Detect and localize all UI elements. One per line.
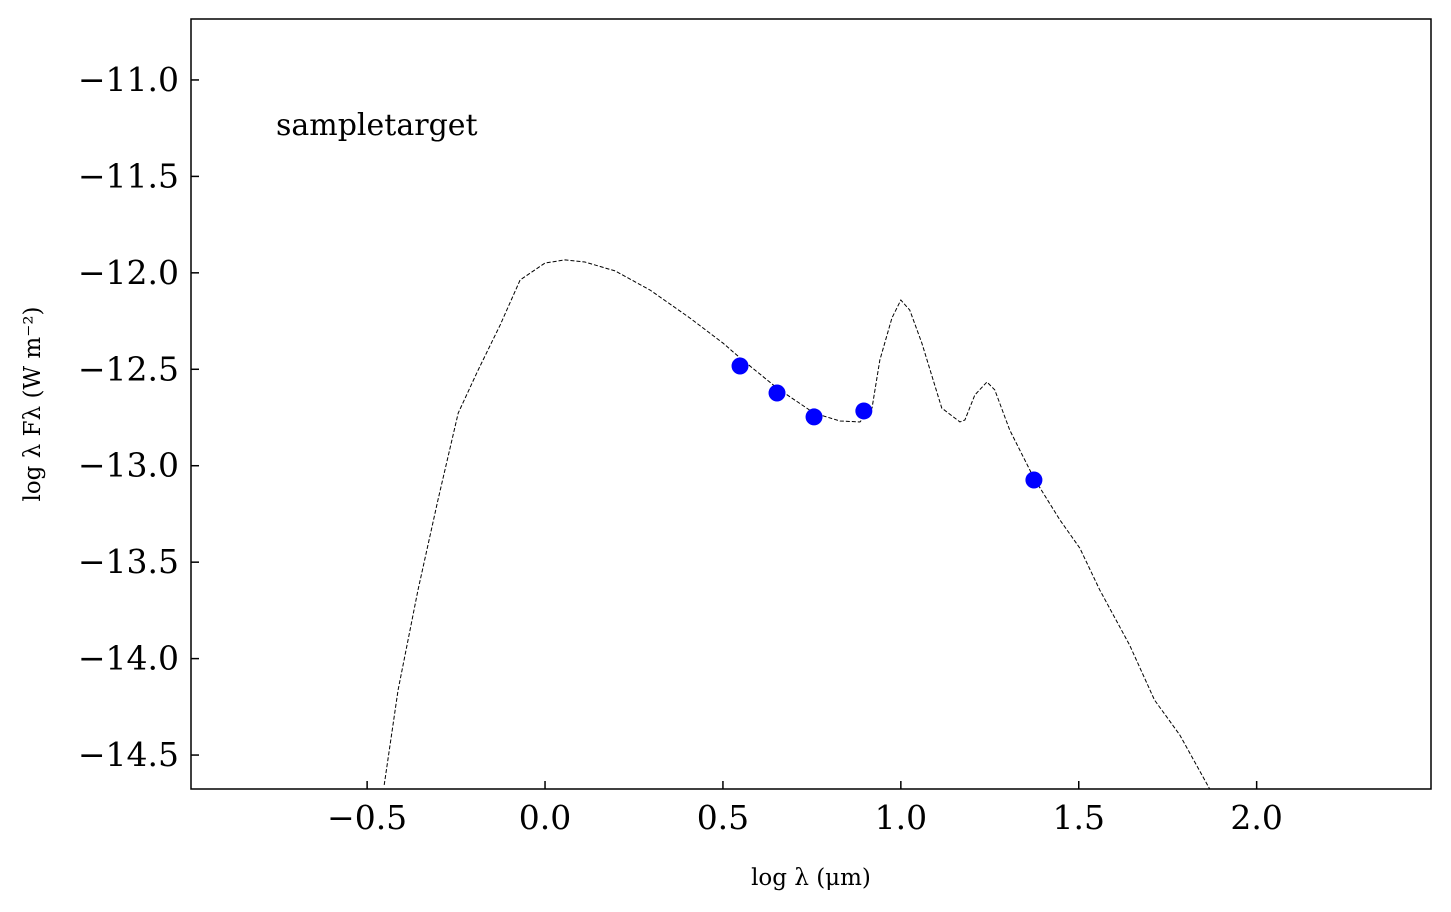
y-tick-label: −11.0 [78,60,179,99]
annotation: sampletarget [276,108,478,143]
data-point [731,357,749,375]
model-line [383,259,1211,789]
x-tick-label: 2.0 [1230,798,1282,837]
x-tick-label: 0.5 [697,798,749,837]
data-point [805,408,823,426]
y-tick-label: −13.5 [78,542,179,581]
x-axis-label: log λ (μm) [751,865,871,891]
y-tick-label: −11.5 [78,156,179,195]
y-axis-label: log λ Fλ (W m⁻²) [20,306,46,501]
y-tick-label: −12.5 [78,349,179,388]
x-tick-label: 1.5 [1053,798,1105,837]
plot-frame [190,18,1432,790]
y-tick-label: −14.5 [78,735,179,774]
x-tick-label: 1.0 [875,798,927,837]
x-tick-label: 0.0 [519,798,571,837]
y-tick-label: −12.0 [78,253,179,292]
data-point [1025,471,1043,489]
data-point [768,384,786,402]
data-point [855,402,873,420]
y-tick-label: −13.0 [78,446,179,485]
x-tick-label: −0.5 [327,798,407,837]
y-tick-label: −14.0 [78,639,179,678]
